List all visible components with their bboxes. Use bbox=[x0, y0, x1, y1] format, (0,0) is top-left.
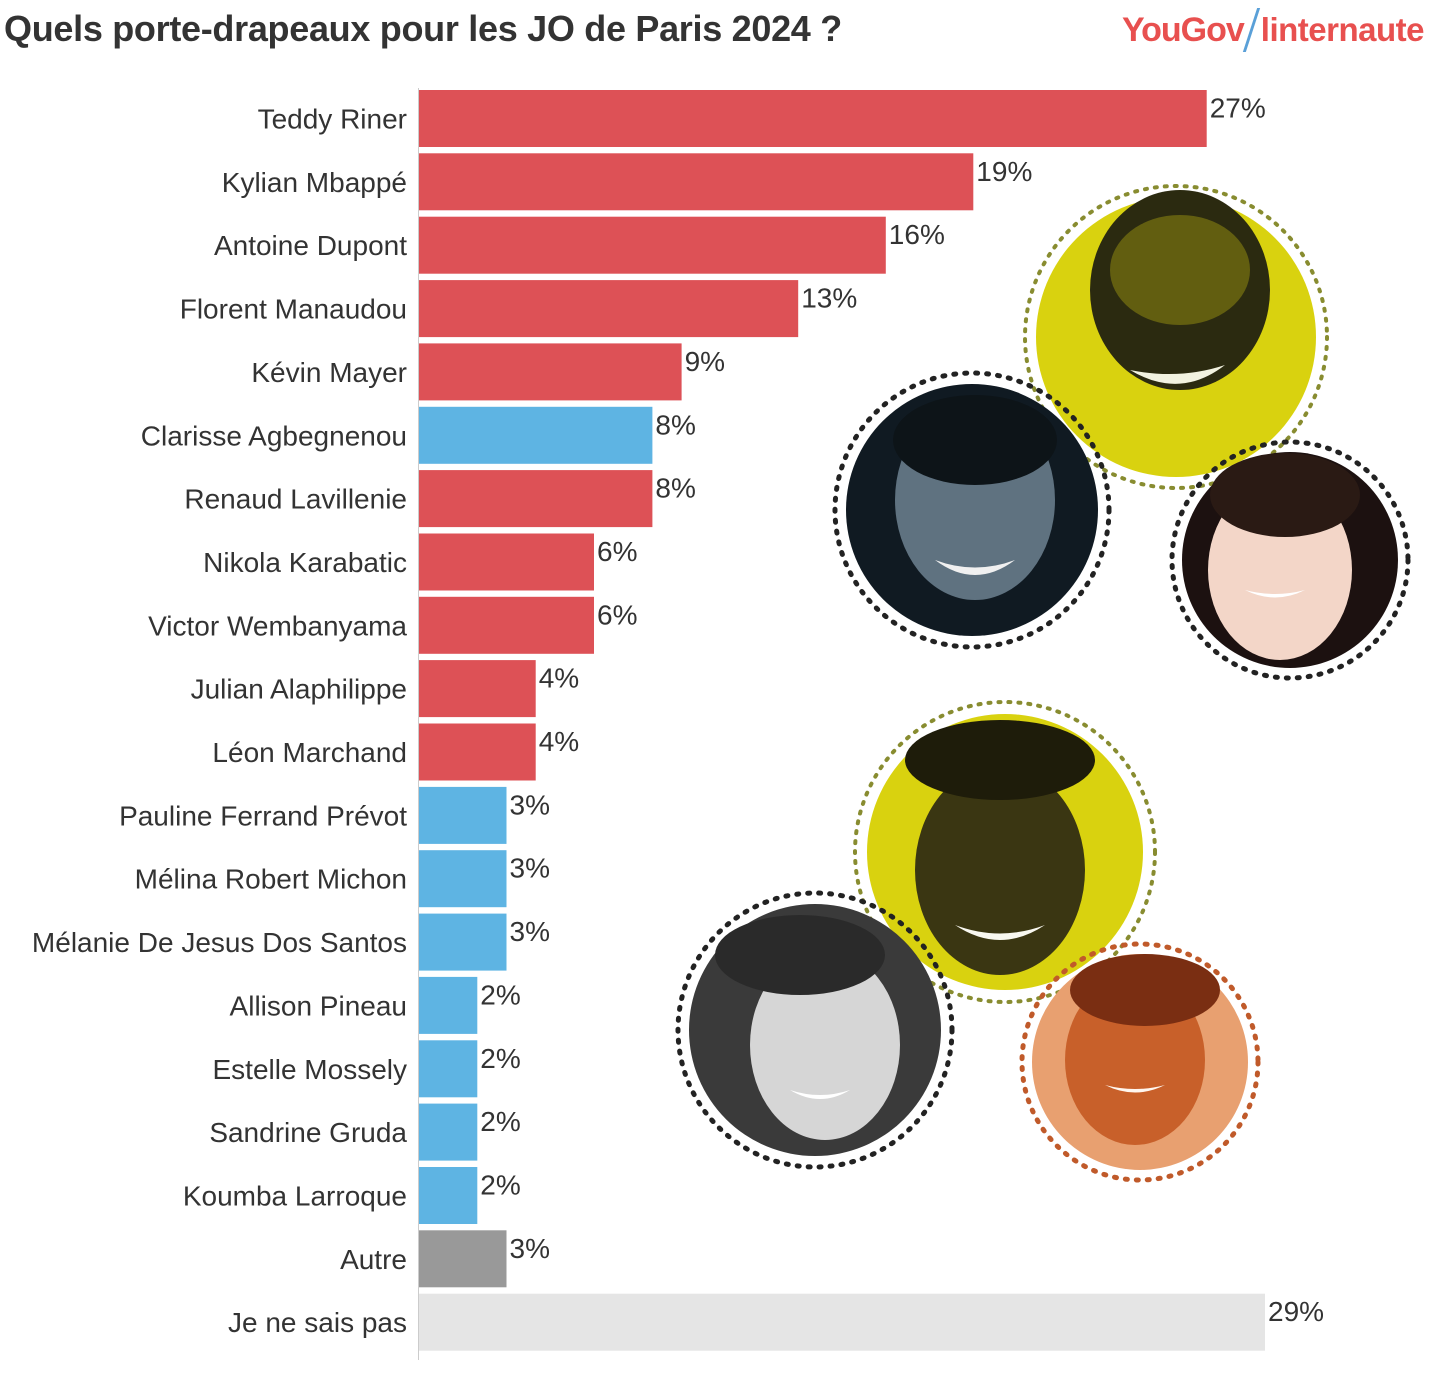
bar-kevin-mayer bbox=[419, 343, 682, 401]
value-label-teddy-riner: 27% bbox=[1210, 93, 1266, 124]
value-label-je-ne-sais-pas: 29% bbox=[1268, 1296, 1324, 1327]
value-label-autre: 3% bbox=[510, 1233, 550, 1264]
category-label-melanie-de-jesus-dos-santos: Mélanie De Jesus Dos Santos bbox=[32, 927, 407, 958]
category-label-pauline-ferrand-prevot: Pauline Ferrand Prévot bbox=[119, 800, 407, 831]
category-label-kylian-mbappe: Kylian Mbappé bbox=[222, 167, 407, 198]
value-label-renaud-lavillenie: 8% bbox=[655, 473, 695, 504]
bar-kylian-mbappe bbox=[419, 153, 974, 211]
chart-title: Quels porte-drapeaux pour les JO de Pari… bbox=[4, 8, 842, 49]
value-label-melanie-de-jesus-dos-santos: 3% bbox=[510, 916, 550, 947]
portrait-antoine-dupont bbox=[1169, 439, 1411, 681]
value-label-clarisse-agbegnenou: 8% bbox=[655, 409, 695, 440]
portrait-teddy-riner bbox=[1023, 184, 1329, 490]
category-label-je-ne-sais-pas: Je ne sais pas bbox=[228, 1307, 407, 1338]
category-label-antoine-dupont: Antoine Dupont bbox=[214, 230, 407, 261]
portrait-melina-robert-michon bbox=[1019, 941, 1261, 1183]
portrait-kylian-mbappe bbox=[832, 370, 1112, 650]
bar-clarisse-agbegnenou bbox=[419, 406, 653, 464]
bar-antoine-dupont bbox=[419, 216, 886, 274]
category-label-clarisse-agbegnenou: Clarisse Agbegnenou bbox=[141, 420, 407, 451]
value-label-koumba-larroque: 2% bbox=[480, 1170, 520, 1201]
value-label-julian-alaphilippe: 4% bbox=[539, 663, 579, 694]
bar-melina-robert-michon bbox=[419, 850, 507, 908]
category-label-nikola-karabatic: Nikola Karabatic bbox=[203, 547, 407, 578]
bar-leon-marchand bbox=[419, 723, 536, 781]
value-label-victor-wembanyama: 6% bbox=[597, 599, 637, 630]
value-label-allison-pineau: 2% bbox=[480, 979, 520, 1010]
value-label-estelle-mossely: 2% bbox=[480, 1043, 520, 1074]
category-label-renaud-lavillenie: Renaud Lavillenie bbox=[184, 484, 407, 515]
portrait-allison-pineau bbox=[675, 890, 955, 1170]
bar-renaud-lavillenie bbox=[419, 470, 653, 528]
portrait-clarisse-agbegnenou bbox=[853, 700, 1157, 1004]
bar-victor-wembanyama bbox=[419, 596, 594, 654]
bar-pauline-ferrand-prevot bbox=[419, 786, 507, 844]
bar-je-ne-sais-pas bbox=[419, 1293, 1265, 1351]
value-label-melina-robert-michon: 3% bbox=[510, 853, 550, 884]
category-label-teddy-riner: Teddy Riner bbox=[258, 104, 407, 135]
value-label-pauline-ferrand-prevot: 3% bbox=[510, 789, 550, 820]
linternaute-logo: linternaute bbox=[1260, 11, 1425, 48]
bar-sandrine-gruda bbox=[419, 1103, 478, 1161]
value-label-sandrine-gruda: 2% bbox=[480, 1106, 520, 1137]
bar-allison-pineau bbox=[419, 976, 478, 1034]
category-label-florent-manaudou: Florent Manaudou bbox=[180, 294, 407, 325]
bar-autre bbox=[419, 1230, 507, 1288]
bar-koumba-larroque bbox=[419, 1167, 478, 1224]
bar-teddy-riner bbox=[419, 90, 1207, 147]
category-label-victor-wembanyama: Victor Wembanyama bbox=[148, 610, 407, 641]
bar-florent-manaudou bbox=[419, 280, 799, 338]
category-label-melina-robert-michon: Mélina Robert Michon bbox=[135, 864, 407, 895]
bar-julian-alaphilippe bbox=[419, 660, 536, 718]
yougov-logo: YouGov bbox=[1121, 10, 1245, 49]
category-label-kevin-mayer: Kévin Mayer bbox=[251, 357, 407, 388]
category-label-estelle-mossely: Estelle Mossely bbox=[212, 1054, 407, 1085]
value-label-kevin-mayer: 9% bbox=[685, 346, 725, 377]
bar-melanie-de-jesus-dos-santos bbox=[419, 913, 507, 971]
bar-nikola-karabatic bbox=[419, 533, 594, 591]
bars bbox=[419, 90, 1265, 1351]
brand-logos: YouGov linternaute bbox=[1121, 4, 1425, 56]
category-label-julian-alaphilippe: Julian Alaphilippe bbox=[191, 674, 407, 705]
value-label-florent-manaudou: 13% bbox=[801, 283, 857, 314]
category-label-leon-marchand: Léon Marchand bbox=[212, 737, 407, 768]
value-label-nikola-karabatic: 6% bbox=[597, 536, 637, 567]
category-label-koumba-larroque: Koumba Larroque bbox=[183, 1181, 407, 1212]
category-label-allison-pineau: Allison Pineau bbox=[230, 990, 407, 1021]
bar-estelle-mossely bbox=[419, 1040, 478, 1098]
category-label-sandrine-gruda: Sandrine Gruda bbox=[209, 1117, 407, 1148]
value-label-antoine-dupont: 16% bbox=[889, 219, 945, 250]
category-label-autre: Autre bbox=[340, 1244, 407, 1275]
portraits bbox=[675, 184, 1411, 1183]
value-label-leon-marchand: 4% bbox=[539, 726, 579, 757]
value-label-kylian-mbappe: 19% bbox=[976, 156, 1032, 187]
category-labels: Teddy Riner Kylian Mbappé Antoine Dupont Fl… bbox=[32, 104, 408, 1339]
value-labels: 27% 19% 16% 13% 9% 8% 8% 6% 6% 4% 4% 3% 3% 3% 2% 2% 2% 2%… bbox=[480, 93, 1324, 1328]
